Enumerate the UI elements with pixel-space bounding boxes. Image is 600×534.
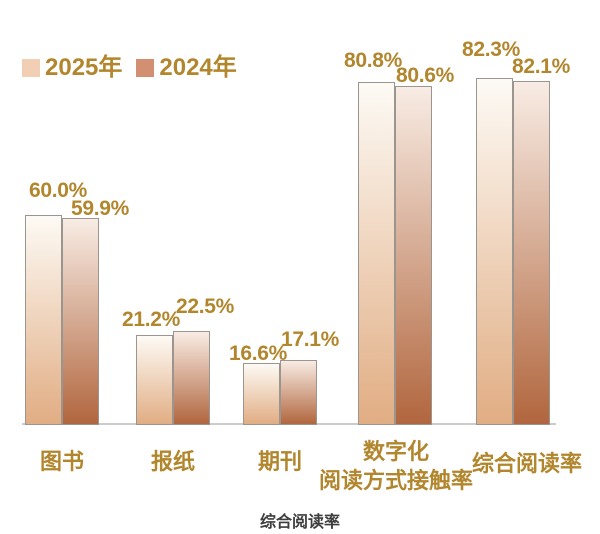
bar-series0-cat3 <box>358 82 395 425</box>
category-label-line: 报纸 <box>150 449 196 474</box>
bar-series0-cat0 <box>25 215 62 425</box>
value-label-series0-cat1: 21.2% <box>122 308 181 331</box>
chart-caption: 综合阅读率 <box>259 514 341 531</box>
legend-label-2025: 2025年 <box>45 54 123 81</box>
category-label-line: 期刊 <box>257 449 303 474</box>
legend-label-2024: 2024年 <box>159 54 237 81</box>
bar-series0-cat2 <box>243 363 280 425</box>
category-label-0: 图书 <box>40 447 84 476</box>
value-label-series1-cat0: 59.9% <box>71 197 130 220</box>
value-label-series0-cat2: 16.6% <box>229 342 288 365</box>
legend-swatch-2025-icon <box>22 59 40 77</box>
value-label-series1-cat3: 80.6% <box>396 64 455 87</box>
bar-series1-cat3 <box>395 86 432 425</box>
bar-series0-cat4 <box>476 78 513 425</box>
bar-series1-cat2 <box>280 360 317 425</box>
category-label-line: 阅读方式接触率 <box>318 468 474 493</box>
value-label-series0-cat0: 60.0% <box>29 179 88 202</box>
category-label-4: 综合阅读率 <box>472 449 582 478</box>
value-label-series0-cat3: 80.8% <box>344 49 403 72</box>
category-label-1: 报纸 <box>151 447 195 476</box>
value-label-series0-cat4: 82.3% <box>462 38 521 61</box>
category-label-2: 期刊 <box>258 447 302 476</box>
bar-series1-cat1 <box>173 331 210 425</box>
value-label-series1-cat2: 17.1% <box>281 328 340 351</box>
legend-swatch-2024-icon <box>136 59 155 77</box>
value-label-series1-cat4: 82.1% <box>512 55 571 78</box>
value-label-series1-cat1: 22.5% <box>176 295 235 318</box>
bar-series0-cat1 <box>136 335 173 425</box>
chart-legend: 2025年 2024年 <box>22 56 237 80</box>
bar-series1-cat0 <box>62 218 99 425</box>
legend-item-2024: 2024年 <box>136 54 237 81</box>
category-label-line: 数字化 <box>362 439 430 464</box>
bar-series1-cat4 <box>513 81 550 425</box>
category-label-line: 综合阅读率 <box>471 451 583 476</box>
category-label-line: 图书 <box>39 449 85 474</box>
category-label-3: 数字化阅读方式接触率 <box>319 437 473 495</box>
legend-item-2025: 2025年 <box>22 56 122 80</box>
